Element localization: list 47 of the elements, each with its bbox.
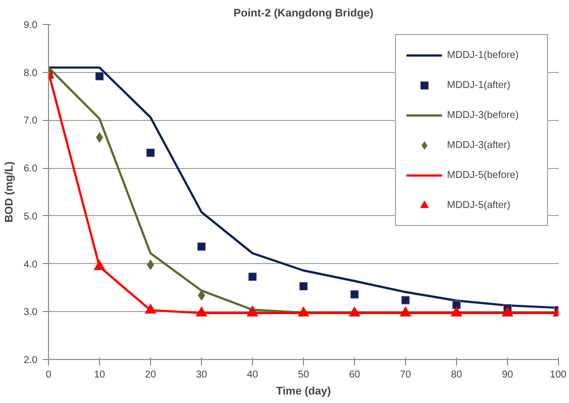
legend-label: MDDJ-1(after) [447, 80, 512, 90]
x-tick-label: 60 [348, 370, 360, 380]
point [146, 148, 155, 158]
point [96, 132, 104, 143]
point [197, 242, 206, 251]
point [502, 306, 514, 317]
x-tick-label: 0 [46, 370, 52, 380]
point [452, 300, 461, 310]
y-axis-title: BOD (mg/L) [4, 161, 16, 223]
x-tick-label: 20 [144, 370, 156, 380]
y-tick-label: 2.0 [24, 355, 38, 366]
x-tick-label: 50 [298, 370, 310, 380]
y-tick-label: 8.0 [24, 68, 38, 79]
y-tick-label: 6.0 [24, 164, 38, 175]
y-tick-label: 5.0 [24, 211, 38, 222]
legend-label: MDDJ-1(before) [447, 50, 520, 60]
point [196, 306, 208, 317]
point [146, 259, 154, 270]
legend-label: MDDJ-3(after) [447, 140, 512, 150]
legend-label: MDDJ-5(before) [447, 170, 520, 180]
x-tick-label: 80 [450, 370, 462, 380]
point [450, 306, 462, 317]
legend-label: MDDJ-3(before) [447, 110, 520, 120]
chart-title: Point-2 (Kangdong Bridge) [234, 8, 374, 20]
point [144, 304, 156, 314]
point [299, 282, 308, 291]
point [94, 260, 106, 270]
point [350, 290, 359, 299]
point [400, 306, 412, 317]
x-tick-label: 90 [502, 370, 514, 380]
x-tick-label: 100 [550, 370, 567, 380]
y-tick-label: 3.0 [24, 307, 38, 318]
x-tick-label: 40 [246, 370, 258, 380]
point [348, 306, 360, 317]
legend-label: MDDJ-5(after) [447, 200, 512, 210]
point [298, 306, 310, 317]
y-tick-label: 4.0 [24, 259, 38, 270]
point [95, 72, 104, 80]
point [401, 296, 410, 304]
x-tick-label: 10 [94, 370, 106, 380]
x-tick-label: 70 [400, 370, 412, 380]
y-tick-label: 9.0 [24, 20, 38, 31]
point [248, 272, 257, 281]
point [198, 290, 206, 301]
y-tick-label: 7.0 [24, 116, 38, 127]
x-tick-label: 30 [196, 370, 208, 380]
x-axis-title: Time (day) [276, 386, 332, 398]
